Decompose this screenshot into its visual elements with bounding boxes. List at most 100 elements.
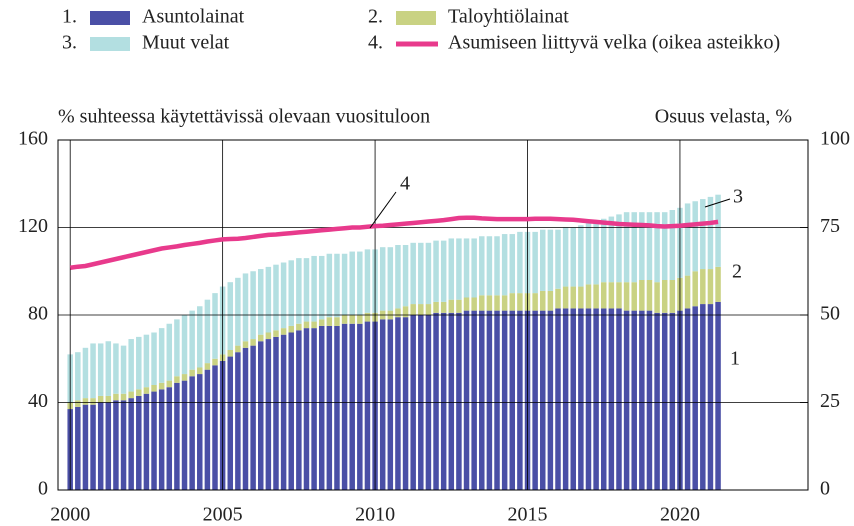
bar-segment [547, 310, 554, 490]
bar-segment [715, 266, 721, 302]
legend-label: Asumiseen liittyvä velka (oikea asteikko… [448, 32, 780, 54]
bar-segment [608, 216, 615, 283]
y-tick-label: 120 [18, 215, 48, 237]
bar-segment [387, 319, 394, 490]
bar-segment [479, 310, 485, 490]
bar-segment [75, 352, 81, 401]
bar-segment [661, 312, 668, 490]
bar-segment [273, 336, 279, 490]
bar-segment [166, 323, 173, 381]
bar-segment [707, 196, 714, 270]
bar-segment [639, 310, 645, 490]
bar-segment [105, 395, 112, 403]
bar-segment [608, 282, 615, 309]
bar-segment [227, 350, 233, 357]
bar-segment [433, 301, 439, 313]
bar-segment [395, 317, 401, 490]
bar-segment [364, 312, 371, 322]
bar-segment [395, 308, 401, 318]
bar-segment [143, 334, 150, 388]
bar-segment [562, 286, 569, 309]
bar-segment [128, 391, 134, 399]
bar-segment [242, 273, 249, 342]
bar-segment [517, 310, 523, 490]
y-axis-label: % suhteessa käytettävissä olevaan vuosit… [58, 106, 430, 128]
bar-segment [639, 280, 645, 311]
bar-segment [646, 310, 653, 490]
bar-segment [700, 304, 706, 490]
bar-segment [486, 236, 493, 296]
bar-segment [448, 238, 455, 300]
bar-segment [715, 301, 721, 490]
bar-segment [517, 231, 523, 294]
bar-segment [189, 310, 195, 370]
bar-segment [318, 325, 325, 490]
bar-segment [181, 380, 188, 490]
x-tick-label: 2010 [355, 504, 395, 526]
bar-segment [669, 312, 676, 490]
x-tick-label: 2020 [660, 504, 700, 526]
series-annotation: 2 [732, 261, 742, 283]
bar-segment [265, 332, 272, 340]
bar-segment [357, 315, 363, 324]
bar-segment [296, 330, 302, 490]
bar-segment [631, 310, 637, 490]
bar-segment [578, 308, 584, 490]
bar-segment [494, 310, 500, 490]
bar-segment [197, 306, 203, 368]
bar-segment [600, 308, 607, 490]
bar-segment [509, 234, 516, 294]
bar-segment [250, 339, 256, 346]
bar-segment [303, 321, 310, 329]
bar-segment [593, 284, 599, 309]
bar-segment [654, 312, 660, 490]
y2-tick-label: 75 [820, 215, 840, 237]
bar-segment [204, 363, 211, 370]
bar-segment [578, 225, 584, 287]
legend-label: Muut velat [142, 32, 230, 54]
bar-segment [97, 395, 104, 403]
leader-line [369, 191, 397, 229]
bar-segment [357, 323, 363, 490]
bar-segment [562, 227, 569, 287]
bar-segment [486, 295, 493, 311]
legend-swatch [90, 11, 130, 25]
bar-segment [692, 271, 698, 307]
bar-segment [509, 293, 516, 311]
bar-segment [265, 339, 272, 490]
bar-segment [494, 295, 500, 311]
bar-segment [448, 299, 455, 313]
bar-segment [707, 269, 714, 305]
bar-segment [158, 389, 165, 490]
bar-segment [166, 380, 173, 388]
y-tick-label: 160 [18, 128, 48, 150]
bar-segment [700, 269, 706, 305]
bar-segment [326, 325, 333, 490]
bar-segment [212, 293, 218, 359]
bar-segment [684, 275, 691, 309]
y2-tick-label: 50 [820, 303, 840, 325]
bar-segment [402, 306, 409, 318]
bar-segment [684, 308, 691, 490]
bar-segment [379, 319, 386, 490]
bar-segment [105, 402, 112, 490]
bar-segment [616, 214, 622, 283]
bar-segment [280, 262, 287, 329]
bar-segment [349, 315, 355, 324]
bar-segment [646, 280, 653, 311]
bar-segment [654, 282, 660, 313]
bar-segment [212, 358, 218, 366]
bar-segment [715, 194, 721, 267]
bar-segment [90, 404, 96, 490]
bar-segment [623, 282, 630, 311]
y2-axis-label: Osuus velasta, % [655, 106, 792, 128]
bar-segment [463, 297, 470, 311]
bar-segment [90, 398, 96, 405]
bar-segment [326, 253, 333, 318]
bar-segment [433, 312, 439, 490]
bar-segment [97, 402, 104, 490]
legend-label: Taloyhtiölainat [448, 6, 569, 28]
bar-segment [105, 341, 112, 396]
bar-segment [654, 212, 660, 283]
bar-segment [661, 280, 668, 313]
